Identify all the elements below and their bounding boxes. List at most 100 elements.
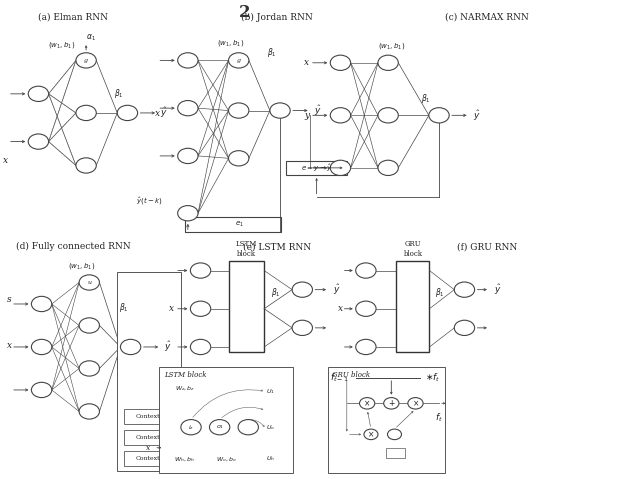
Circle shape — [356, 339, 376, 354]
Bar — [124, 451, 172, 467]
Text: $\times$: $\times$ — [364, 399, 371, 408]
Text: $U_h$: $U_h$ — [266, 454, 275, 463]
Text: $W_h,b_h$: $W_h,b_h$ — [174, 455, 195, 464]
Circle shape — [178, 205, 198, 221]
Circle shape — [330, 55, 351, 70]
Circle shape — [378, 108, 398, 123]
Text: $\beta_1$: $\beta_1$ — [119, 301, 129, 314]
Bar — [328, 367, 445, 473]
Text: x: x — [170, 304, 175, 313]
Text: $\beta_1$: $\beta_1$ — [271, 286, 280, 299]
Text: x: x — [338, 304, 343, 313]
Text: 2: 2 — [239, 4, 251, 21]
Text: (e) LSTM RNN: (e) LSTM RNN — [243, 242, 311, 251]
Circle shape — [31, 382, 52, 398]
Bar — [117, 273, 181, 471]
Circle shape — [190, 301, 211, 317]
Text: $W_z,b_z$: $W_z,b_z$ — [175, 385, 195, 393]
Circle shape — [228, 151, 249, 166]
Bar — [185, 217, 282, 232]
Circle shape — [384, 398, 399, 409]
Text: $\hat{y}$: $\hat{y}$ — [493, 282, 501, 297]
Text: $+$: $+$ — [388, 399, 395, 408]
Text: $\hat{y}$: $\hat{y}$ — [474, 108, 481, 123]
Text: x: x — [156, 109, 161, 118]
Text: LSTM block: LSTM block — [164, 371, 207, 379]
Text: (f) GRU RNN: (f) GRU RNN — [456, 242, 517, 251]
Bar — [124, 409, 172, 424]
Circle shape — [31, 297, 52, 312]
Text: $(w_1,b_1)$: $(w_1,b_1)$ — [68, 261, 95, 271]
Text: $\hat{y}$: $\hat{y}$ — [161, 105, 168, 120]
Text: g: g — [84, 58, 88, 63]
Circle shape — [360, 398, 375, 409]
Circle shape — [228, 53, 249, 68]
Text: $U_o$: $U_o$ — [266, 423, 275, 432]
Circle shape — [190, 263, 211, 278]
Circle shape — [178, 53, 198, 68]
Circle shape — [76, 105, 96, 121]
Circle shape — [28, 134, 49, 149]
Text: $\hat{y}(t-k)$: $\hat{y}(t-k)$ — [136, 195, 163, 207]
Text: $o_1$: $o_1$ — [216, 423, 224, 431]
Text: $(w_1,b_1)$: $(w_1,b_1)$ — [218, 38, 244, 48]
Text: $e_1$: $e_1$ — [235, 220, 244, 229]
Circle shape — [270, 103, 290, 118]
Circle shape — [454, 320, 475, 335]
Circle shape — [356, 301, 376, 317]
Text: $W_o,b_o$: $W_o,b_o$ — [216, 455, 236, 464]
Circle shape — [330, 108, 351, 123]
Circle shape — [292, 282, 312, 297]
Text: $f_{t-1}$: $f_{t-1}$ — [330, 372, 349, 384]
Text: $\times$: $\times$ — [412, 399, 419, 408]
Text: x: x — [304, 58, 309, 67]
Circle shape — [429, 108, 449, 123]
Text: $e = y - \hat{y}$: $e = y - \hat{y}$ — [301, 162, 333, 173]
Bar — [229, 261, 264, 352]
Circle shape — [209, 420, 230, 435]
Text: (a) Elman RNN: (a) Elman RNN — [38, 13, 108, 22]
Text: $\beta_1$: $\beta_1$ — [115, 87, 124, 100]
Circle shape — [28, 86, 49, 102]
Circle shape — [178, 101, 198, 116]
Text: (d) Fully connected RNN: (d) Fully connected RNN — [16, 242, 131, 251]
Text: u: u — [87, 280, 92, 285]
Bar — [159, 367, 292, 473]
Circle shape — [356, 263, 376, 278]
Circle shape — [76, 158, 96, 173]
Text: $f_t$: $f_t$ — [435, 411, 443, 424]
Text: $\beta_1$: $\beta_1$ — [421, 91, 431, 104]
Bar — [396, 261, 429, 352]
Text: $(w_1,b_1)$: $(w_1,b_1)$ — [378, 41, 405, 51]
Circle shape — [238, 420, 259, 435]
Text: $i_z$: $i_z$ — [188, 423, 194, 432]
Circle shape — [228, 103, 249, 118]
Circle shape — [79, 361, 99, 376]
Text: Context: Context — [135, 456, 160, 461]
Text: Context: Context — [135, 414, 160, 419]
Circle shape — [330, 160, 351, 175]
Circle shape — [190, 339, 211, 354]
Circle shape — [408, 398, 423, 409]
Text: (b) Jordan RNN: (b) Jordan RNN — [241, 13, 313, 22]
Circle shape — [454, 282, 475, 297]
Circle shape — [387, 429, 401, 440]
Text: (c) NARMAX RNN: (c) NARMAX RNN — [445, 13, 529, 22]
Circle shape — [378, 160, 398, 175]
Text: GRU
block: GRU block — [403, 240, 422, 258]
Text: $\times$: $\times$ — [367, 430, 374, 439]
Text: x: x — [146, 444, 150, 452]
Circle shape — [364, 429, 378, 440]
Circle shape — [292, 320, 312, 335]
Text: $\beta_1$: $\beta_1$ — [267, 46, 276, 59]
Text: $\hat{y}$: $\hat{y}$ — [314, 103, 322, 118]
Circle shape — [31, 339, 52, 354]
Text: $\hat{y}$: $\hat{y}$ — [333, 282, 340, 297]
Circle shape — [76, 53, 96, 68]
Text: $(w_1,b_1)$: $(w_1,b_1)$ — [48, 40, 76, 50]
Circle shape — [79, 404, 99, 419]
Circle shape — [178, 148, 198, 163]
Circle shape — [120, 339, 141, 354]
Text: LSTM
block: LSTM block — [236, 240, 257, 258]
Text: x: x — [6, 341, 12, 350]
